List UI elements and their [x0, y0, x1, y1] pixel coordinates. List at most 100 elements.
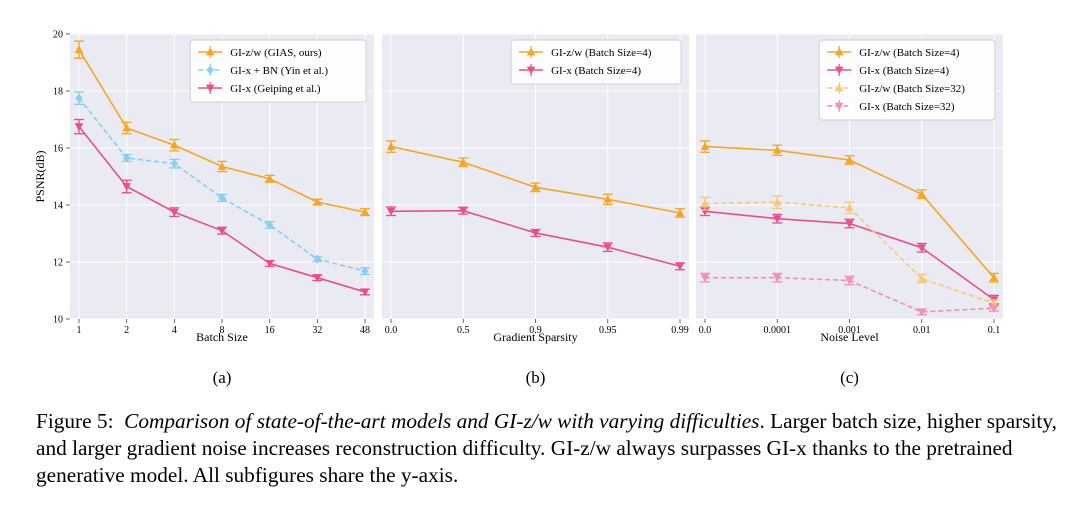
- x-axis-label: Gradient Sparsity: [493, 330, 577, 344]
- x-tick-label: 48: [360, 325, 370, 336]
- data-point: [772, 145, 782, 154]
- panel-label: (a): [213, 368, 232, 387]
- data-point: [772, 274, 782, 283]
- data-point: [675, 262, 685, 271]
- x-tick-label: 0.95: [599, 325, 617, 336]
- data-point: [74, 45, 84, 54]
- legend-box: [189, 39, 367, 103]
- data-point: [265, 260, 274, 268]
- data-point: [217, 162, 227, 170]
- data-point: [603, 243, 613, 252]
- data-point: [218, 193, 226, 203]
- x-tick-label: 0.5: [457, 325, 470, 336]
- legend-label: GI-x (Batch Size=32): [859, 101, 955, 113]
- data-point: [170, 208, 179, 217]
- data-point: [845, 155, 854, 164]
- x-tick-label: 0.0001: [764, 325, 792, 336]
- x-axis-label: Batch Size: [196, 330, 248, 344]
- legend-label: GI-x + BN (Yin et al.): [230, 65, 328, 77]
- x-tick-label: 4: [172, 325, 177, 336]
- data-point: [360, 207, 370, 216]
- y-tick-label: 14: [53, 201, 63, 212]
- data-point: [313, 274, 322, 283]
- data-point: [217, 227, 227, 236]
- legend-marker: [205, 47, 215, 56]
- data-point: [603, 194, 613, 203]
- data-point: [386, 207, 396, 216]
- x-tick-label: 2: [124, 325, 129, 336]
- panel-label: (c): [840, 368, 859, 387]
- legend-label: GI-z/w (GIAS, ours): [230, 47, 322, 59]
- data-point: [845, 277, 854, 286]
- data-point: [700, 274, 710, 283]
- x-axis-label: Noise Level: [820, 330, 879, 344]
- data-point: [123, 153, 131, 163]
- x-tick-label: 8: [220, 325, 225, 336]
- data-point: [386, 142, 396, 150]
- data-point: [313, 197, 322, 206]
- y-axis-label: PSNR(dB): [33, 150, 47, 202]
- legend-label: GI-z/w (Batch Size=4): [859, 47, 960, 59]
- x-tick-label: 16: [265, 325, 275, 336]
- data-point: [917, 308, 927, 317]
- data-point: [122, 183, 131, 191]
- legend-marker: [834, 102, 844, 111]
- legend-label: GI-x (Batch Size=4): [859, 65, 949, 77]
- y-tick-label: 18: [53, 87, 63, 98]
- x-tick-label: 0.01: [913, 325, 931, 336]
- legend-box: [818, 39, 996, 121]
- legend-marker: [526, 66, 536, 75]
- data-point: [531, 182, 540, 191]
- data-point: [122, 123, 131, 132]
- x-tick-label: 1: [77, 325, 82, 336]
- data-point: [313, 254, 321, 264]
- legend-marker: [834, 66, 844, 75]
- legend-label: GI-x (Geiping et al.): [230, 83, 321, 95]
- x-tick-label: 0.001: [838, 325, 861, 336]
- x-tick-label: 0.99: [671, 325, 689, 336]
- data-point: [675, 208, 685, 217]
- data-point: [845, 203, 854, 212]
- data-point: [360, 288, 370, 297]
- data-point: [917, 189, 927, 198]
- data-point: [772, 215, 782, 224]
- legend-marker: [834, 47, 844, 56]
- legend-marker: [206, 65, 214, 75]
- data-point: [700, 142, 710, 150]
- data-point: [917, 274, 927, 282]
- legend-marker: [205, 84, 215, 93]
- x-tick-label: 0.9: [529, 325, 542, 336]
- data-point: [75, 93, 83, 103]
- caption-title: Comparison of state-of-the-art models an…: [124, 409, 760, 433]
- legend-label: GI-x (Batch Size=4): [551, 65, 641, 77]
- data-point: [700, 199, 710, 207]
- panel-label: (b): [526, 368, 546, 387]
- y-tick-label: 10: [53, 315, 63, 326]
- data-point: [74, 123, 84, 132]
- data-point: [266, 220, 274, 230]
- data-point: [989, 304, 999, 313]
- data-point: [170, 140, 179, 149]
- caption-body: . Larger batch size, higher sparsity, an…: [36, 409, 1057, 487]
- legend-marker: [834, 83, 844, 92]
- data-point: [458, 207, 468, 216]
- data-point: [917, 244, 927, 253]
- figure-caption: Figure 5: Comparison of state-of-the-art…: [36, 408, 1066, 489]
- data-point: [989, 273, 999, 282]
- y-tick-label: 12: [53, 258, 63, 269]
- legend-marker: [526, 47, 536, 56]
- data-point: [361, 266, 369, 276]
- data-point: [170, 159, 178, 169]
- data-point: [265, 174, 274, 183]
- legend-label: GI-z/w (Batch Size=32): [859, 83, 965, 95]
- legend-label: GI-z/w (Batch Size=4): [551, 47, 652, 59]
- data-point: [772, 197, 782, 206]
- caption-prefix: Figure 5:: [36, 409, 114, 433]
- y-tick-label: 20: [53, 30, 63, 41]
- x-tick-label: 0.1: [988, 325, 1001, 336]
- data-point: [531, 229, 540, 238]
- x-tick-label: 0.0: [699, 325, 712, 336]
- y-tick-label: 16: [53, 144, 63, 155]
- x-tick-label: 0.0: [385, 325, 398, 336]
